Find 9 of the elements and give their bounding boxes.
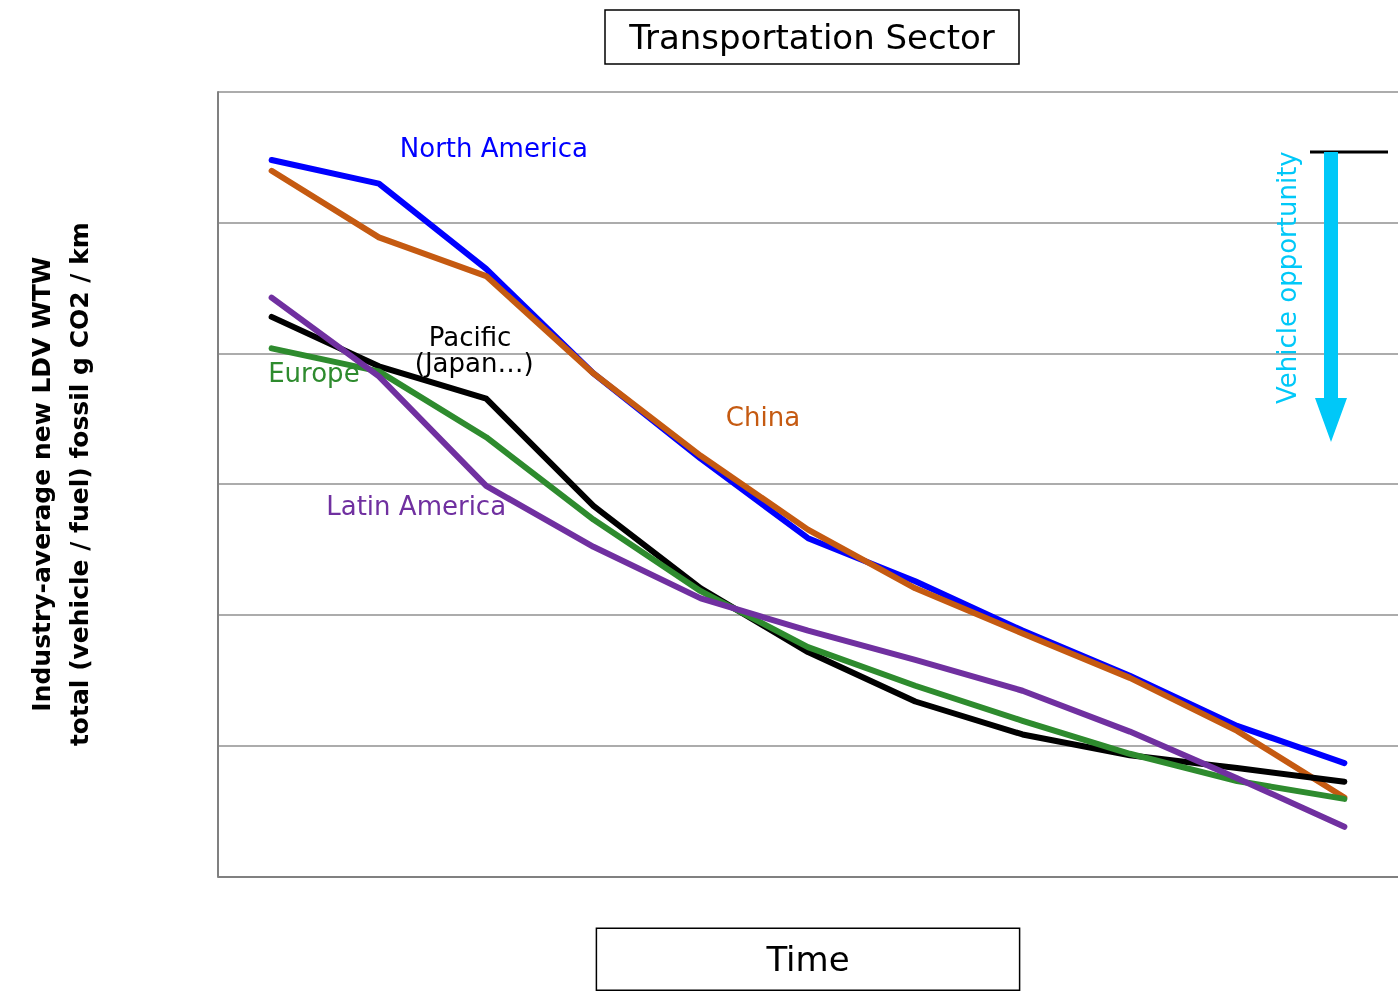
series-label: Pacific (Japan…) [414, 321, 534, 378]
series-label: North America [399, 132, 589, 163]
series-label: Latin America [326, 490, 507, 521]
annotation: Vehicle opportunity [1272, 151, 1302, 404]
series-label: Europe [268, 358, 360, 389]
y-axis-title: Industry-average new LDV WTW total (vehicle / fuel) fossil g CO2 / km [26, 222, 94, 747]
x-axis-title: Time [765, 939, 850, 980]
chart-title: Transportation Sector [628, 17, 995, 57]
series-label: China [725, 401, 801, 432]
